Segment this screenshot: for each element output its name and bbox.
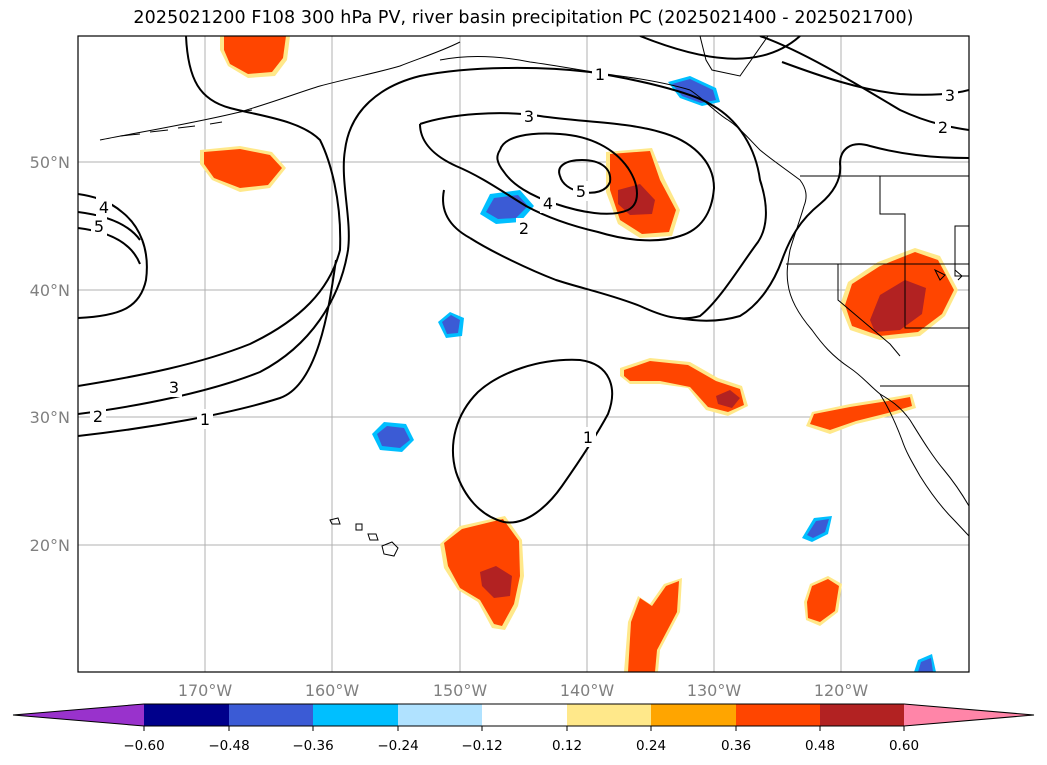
lon-label: 160°W (305, 681, 360, 700)
precip-area-california (840, 248, 958, 340)
contour-label: 2 (519, 219, 529, 238)
precip-neg-corner (914, 654, 936, 672)
colorbar-bin (229, 704, 313, 726)
lon-label: 140°W (560, 681, 615, 700)
lat-label: 50°N (30, 153, 70, 172)
lat-label: 20°N (30, 536, 70, 555)
colorbar: −0.60 −0.48 −0.36 −0.24 −0.12 0.12 0.24 … (12, 703, 1035, 754)
map-title: 2025021200 F108 300 hPa PV, river basin … (133, 8, 914, 28)
colorbar-bin (313, 704, 398, 726)
colorbar-bin (651, 704, 736, 726)
map-frame (77, 35, 970, 673)
precip-area-east-central (620, 358, 748, 416)
lon-label: 150°W (433, 681, 488, 700)
colorbar-tick-label: −0.24 (377, 738, 418, 754)
contour-label: 1 (200, 410, 210, 429)
colorbar-tick-label: 0.48 (805, 738, 835, 754)
contour-label: 1 (583, 428, 593, 447)
precip-negative-areas (372, 76, 936, 672)
precip-positive-areas (200, 36, 958, 672)
lon-label: 170°W (178, 681, 233, 700)
colorbar-tick-label: −0.36 (292, 738, 333, 754)
colorbar-bin (144, 704, 229, 726)
colorbar-tick-label: −0.12 (461, 738, 502, 754)
colorbar-tick-label: 0.60 (889, 738, 919, 754)
political-borders (786, 175, 969, 387)
colorbar-tick-label: −0.48 (208, 738, 249, 754)
lon-label: 130°W (687, 681, 742, 700)
contour-label: 5 (94, 217, 104, 236)
precip-neg-mid-1 (438, 312, 464, 338)
contour-label: 3 (524, 107, 534, 126)
precip-area-south-east (804, 576, 842, 626)
precip-neg-alaska (668, 76, 720, 106)
coastlines (99, 36, 969, 557)
colorbar-tick-label: 0.24 (636, 738, 666, 754)
precip-area-south-central (624, 578, 682, 672)
colorbar-bin (567, 704, 651, 726)
colorbar-bin (820, 704, 904, 726)
contour-label: 2 (93, 407, 103, 426)
contour-label: 1 (595, 65, 605, 84)
contour-label: 5 (576, 182, 586, 201)
precip-area-hawaii-east (440, 516, 524, 630)
precip-neg-south-east (802, 516, 832, 542)
precip-area-top-left (220, 36, 290, 78)
lon-label: 120°W (814, 681, 869, 700)
colorbar-tick-label: −0.60 (123, 738, 164, 754)
contour-label: 4 (543, 194, 553, 213)
colorbar-bin (736, 704, 820, 726)
colorbar-bin (398, 704, 482, 726)
colorbar-extend-low (13, 704, 144, 726)
colorbar-bin (482, 704, 567, 726)
contour-label: 4 (99, 198, 109, 217)
contour-label: 3 (945, 86, 955, 105)
lat-label: 30°N (30, 408, 70, 427)
pv-contours (78, 36, 969, 524)
contour-label: 2 (938, 118, 948, 137)
contour-label: 3 (169, 378, 179, 397)
colorbar-tick-label: 0.12 (552, 738, 582, 754)
colorbar-tick-label: 0.36 (721, 738, 751, 754)
map-panel: 1 3 4 5 2 4 5 3 2 1 1 3 2 (78, 36, 969, 672)
colorbar-extend-high (904, 704, 1034, 726)
lat-label: 40°N (30, 281, 70, 300)
longitude-labels: 170°W 160°W 150°W 140°W 130°W 120°W (178, 681, 869, 700)
contour-labels: 1 3 4 5 2 4 5 3 2 1 1 3 2 (90, 64, 958, 447)
precip-neg-mid-2 (372, 422, 414, 452)
precip-area-left (200, 146, 286, 192)
latitude-labels: 50°N 40°N 30°N 20°N (30, 153, 70, 555)
